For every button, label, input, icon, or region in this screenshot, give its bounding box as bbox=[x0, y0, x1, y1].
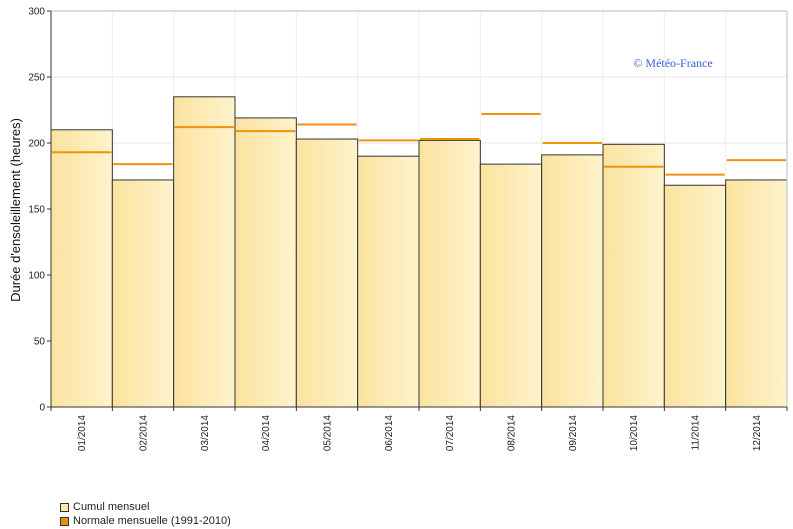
copyright-annotation: © Météo-France bbox=[633, 56, 712, 70]
bars bbox=[50, 96, 788, 408]
bar bbox=[541, 154, 604, 408]
x-tick-label: 06/2014 bbox=[384, 415, 395, 452]
x-tick-label: 10/2014 bbox=[629, 415, 640, 452]
axes: 0 50 100 150 200 250 300 01/2014 02/2014 03/2014 0… bbox=[28, 7, 788, 452]
x-tick-label: 03/2014 bbox=[200, 415, 211, 452]
bar bbox=[479, 163, 543, 408]
y-axis-label: Durée d'ensoleillement (heures) bbox=[8, 118, 23, 302]
bar bbox=[234, 117, 297, 408]
x-tick-label: 01/2014 bbox=[77, 415, 88, 452]
legend-item-cumul: Cumul mensuel bbox=[60, 500, 231, 514]
bar bbox=[173, 96, 236, 408]
y-tick-label: 50 bbox=[34, 337, 46, 348]
bar bbox=[111, 179, 175, 408]
y-tick-label: 200 bbox=[28, 139, 45, 150]
x-tick-label: 08/2014 bbox=[507, 415, 518, 452]
x-tick-label: 05/2014 bbox=[323, 415, 334, 452]
legend-label-cumul: Cumul mensuel bbox=[73, 501, 150, 513]
y-tick-label: 100 bbox=[28, 271, 45, 282]
bar bbox=[50, 129, 113, 408]
legend-swatch-cumul bbox=[60, 502, 69, 512]
y-tick-label: 0 bbox=[39, 403, 45, 414]
y-tick-label: 300 bbox=[28, 7, 45, 18]
y-tick-label: 150 bbox=[28, 205, 45, 216]
legend-swatch-normale bbox=[60, 516, 69, 526]
legend-item-normale: Normale mensuelle (1991-2010) bbox=[60, 514, 231, 528]
x-tick-label: 07/2014 bbox=[445, 415, 456, 452]
bar bbox=[357, 155, 420, 408]
x-tick-label: 12/2014 bbox=[752, 415, 763, 452]
bar bbox=[663, 184, 727, 408]
bar bbox=[725, 179, 788, 408]
legend-label-normale: Normale mensuelle (1991-2010) bbox=[73, 515, 231, 527]
x-tick-label: 11/2014 bbox=[691, 415, 702, 451]
x-tick-label: 04/2014 bbox=[261, 415, 272, 452]
legend: Cumul mensuel Normale mensuelle (1991-20… bbox=[60, 500, 231, 528]
x-tick-label: 02/2014 bbox=[139, 415, 150, 452]
bar bbox=[295, 138, 359, 408]
bar bbox=[602, 143, 665, 408]
normal-markers bbox=[52, 112, 786, 176]
bar bbox=[418, 139, 481, 408]
y-tick-label: 250 bbox=[28, 73, 45, 84]
x-tick-label: 09/2014 bbox=[568, 415, 579, 452]
